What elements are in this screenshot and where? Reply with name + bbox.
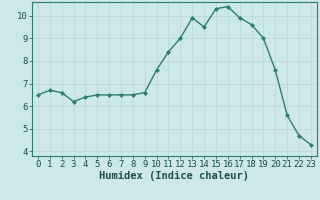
X-axis label: Humidex (Indice chaleur): Humidex (Indice chaleur): [100, 171, 249, 181]
